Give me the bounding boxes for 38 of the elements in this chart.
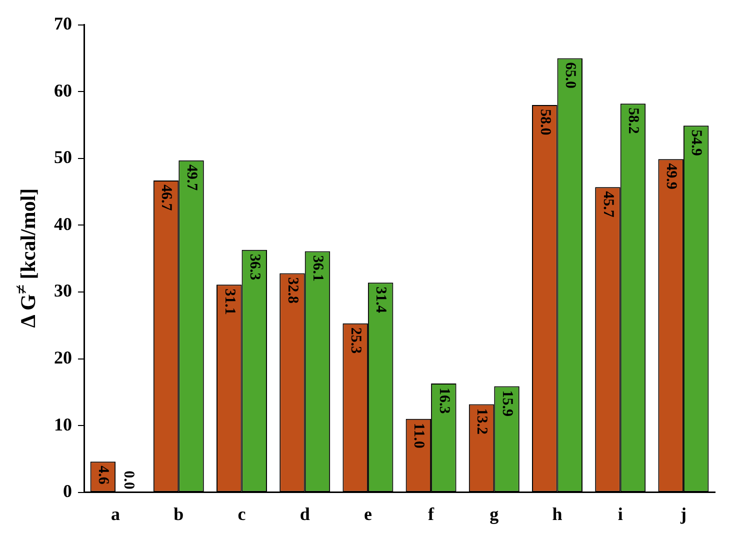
data-label: 36.3 bbox=[246, 254, 262, 280]
x-tick-label: e bbox=[364, 504, 372, 524]
x-tick-label: a bbox=[111, 504, 120, 524]
data-label: 4.6 bbox=[95, 466, 112, 485]
x-tick-label: d bbox=[300, 504, 310, 524]
data-label: 31.4 bbox=[372, 286, 389, 314]
data-label: 36.1 bbox=[310, 255, 326, 282]
data-label: 25.3 bbox=[347, 327, 364, 354]
y-tick-label: 70 bbox=[54, 13, 72, 34]
data-label: 45.7 bbox=[600, 191, 616, 218]
x-tick-label: f bbox=[428, 504, 436, 524]
y-tick-label: 40 bbox=[54, 214, 72, 234]
y-tick-label: 50 bbox=[54, 147, 72, 168]
data-label: 46.7 bbox=[158, 184, 174, 212]
x-tick-label: c bbox=[238, 504, 246, 524]
data-label: 49.7 bbox=[183, 164, 200, 192]
x-tick-label: i bbox=[618, 504, 623, 524]
data-label: 15.9 bbox=[498, 390, 515, 416]
y-tick-label: 30 bbox=[54, 280, 72, 301]
data-label: 16.3 bbox=[436, 388, 452, 414]
y-tick-label: 60 bbox=[54, 80, 72, 100]
data-label: 58.2 bbox=[625, 108, 642, 134]
x-tick-label: g bbox=[490, 504, 499, 524]
data-label: 65.0 bbox=[562, 62, 578, 88]
data-label: 11.0 bbox=[410, 422, 427, 448]
data-label: 54.9 bbox=[688, 130, 704, 156]
y-tick-label: 20 bbox=[54, 347, 72, 368]
x-tick-label: b bbox=[174, 504, 184, 524]
y-tick-label: 10 bbox=[54, 414, 72, 434]
x-tick-label: j bbox=[679, 504, 686, 524]
data-label: 32.8 bbox=[284, 277, 300, 304]
data-label: 49.9 bbox=[662, 163, 679, 190]
x-tick-label: h bbox=[552, 504, 562, 524]
data-label: 58.0 bbox=[536, 108, 553, 136]
data-label: 0.0 bbox=[120, 470, 136, 490]
data-label: 13.2 bbox=[474, 408, 490, 434]
data-label: 31.1 bbox=[221, 288, 238, 315]
y-tick-label: 0 bbox=[63, 481, 72, 502]
